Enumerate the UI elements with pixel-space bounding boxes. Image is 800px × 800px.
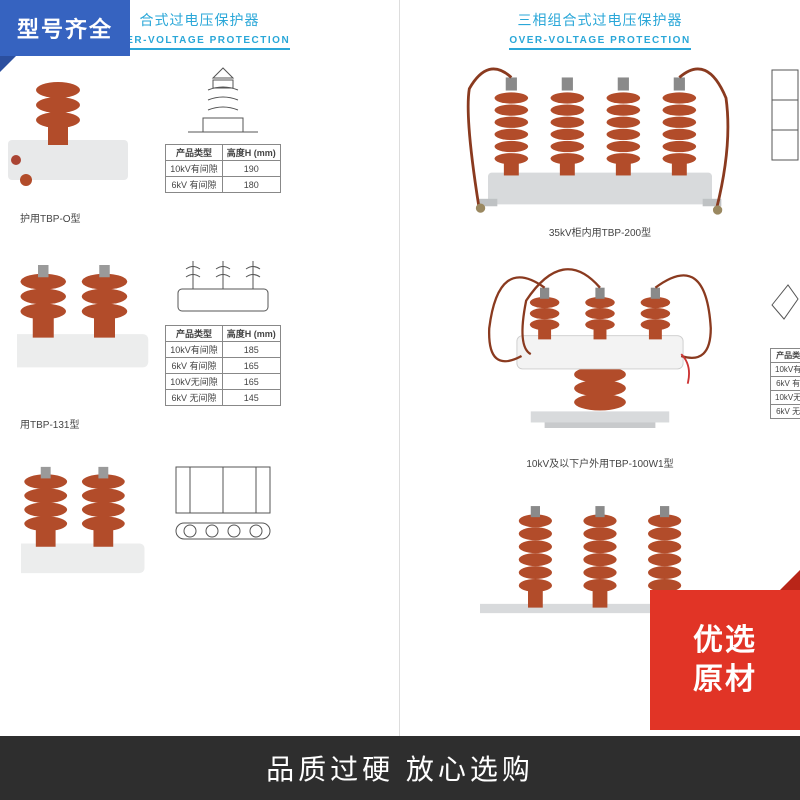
product-photo-tbp-200 xyxy=(460,60,740,220)
page-header-right: 三相组合式过电压保护器 OVER-VOLTAGE PROTECTION xyxy=(400,0,800,54)
diagram-col-1: 产品类型高度H (mm) 10kV有间隙190 6kV 有间隙180 xyxy=(158,60,288,193)
caption-1: 护用TBP-O型 xyxy=(0,210,399,225)
outline-drawing-fr2 xyxy=(770,275,800,335)
product-photo-tbp-100w1 xyxy=(480,261,720,451)
spec-table-2: 产品类型高度H (mm) 10kV有间隙185 6kV 有间隙165 10kV无… xyxy=(165,325,281,406)
caption-2: 用TBP-131型 xyxy=(0,416,399,431)
badge-top-left: 型号齐全 xyxy=(0,0,130,56)
header-en: OVER-VOLTAGE PROTECTION xyxy=(109,35,290,50)
outline-drawing-2 xyxy=(168,251,278,321)
left-row-1: 产品类型高度H (mm) 10kV有间隙190 6kV 有间隙180 xyxy=(0,54,399,206)
spec-table-fr: 产品类型 10kV有… 6kV 有… 10kV无… 6kV 无… xyxy=(770,348,800,419)
spec-table-1: 产品类型高度H (mm) 10kV有间隙190 6kV 有间隙180 xyxy=(165,144,281,193)
outline-drawing-1 xyxy=(178,60,268,140)
diagram-col-3 xyxy=(158,457,288,551)
catalog-page-left: 合式过电压保护器 OVER-VOLTAGE PROTECTION xyxy=(0,0,400,740)
outline-drawing-fr1 xyxy=(770,60,800,180)
right-row-1: 35kV柜内用TBP-200型 xyxy=(400,54,800,245)
left-row-3 xyxy=(0,451,399,603)
th-type: 产品类型 xyxy=(166,145,223,161)
th-h: 高度H (mm) xyxy=(222,145,280,161)
caption-r1: 35kV柜内用TBP-200型 xyxy=(549,224,651,239)
product-photo-3 xyxy=(8,457,158,597)
badge-bottom-right: 优选 原材 xyxy=(650,590,800,730)
right-row-2: 10kV及以下户外用TBP-100W1型 xyxy=(400,255,800,476)
diagram-col-2: 产品类型高度H (mm) 10kV有间隙185 6kV 有间隙165 10kV无… xyxy=(158,251,288,406)
product-photo-tbp-o xyxy=(8,60,158,200)
product-photo-tbp-131 xyxy=(8,251,158,391)
header-cn-r: 三相组合式过电压保护器 xyxy=(400,10,800,30)
bottom-slogan-bar: 品质过硬 放心选购 xyxy=(0,736,800,800)
outline-drawing-3 xyxy=(168,457,278,547)
header-en-r: OVER-VOLTAGE PROTECTION xyxy=(509,35,690,50)
caption-r2: 10kV及以下户外用TBP-100W1型 xyxy=(526,455,673,470)
left-row-2: 产品类型高度H (mm) 10kV有间隙185 6kV 有间隙165 10kV无… xyxy=(0,245,399,412)
